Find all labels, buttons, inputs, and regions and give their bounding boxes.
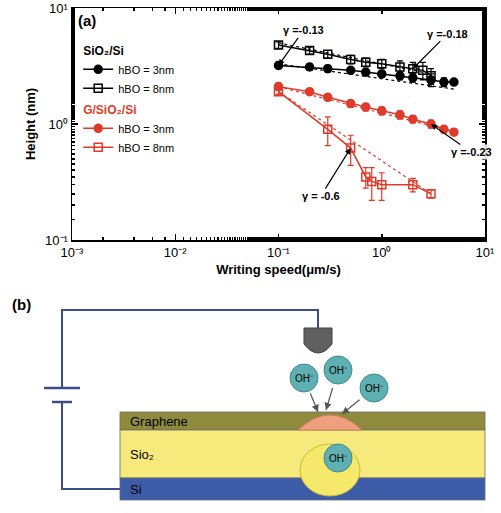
svg-text:OH⁻: OH⁻ xyxy=(329,365,348,376)
svg-text:Writing speed(μm/s): Writing speed(μm/s) xyxy=(216,262,341,277)
svg-text:Graphene: Graphene xyxy=(130,414,188,429)
svg-text:γ =-0.13: γ =-0.13 xyxy=(283,24,324,36)
svg-text:Height (nm): Height (nm) xyxy=(23,88,38,160)
svg-text:Si: Si xyxy=(130,482,142,497)
svg-text:10⁻¹: 10⁻¹ xyxy=(267,245,290,260)
svg-text:OH⁻: OH⁻ xyxy=(295,373,314,384)
svg-text:10⁻²: 10⁻² xyxy=(164,245,187,260)
svg-text:γ =-0.18: γ =-0.18 xyxy=(427,28,468,40)
svg-text:hBO = 3nm: hBO = 3nm xyxy=(118,64,174,76)
svg-text:10¹: 10¹ xyxy=(476,245,495,260)
svg-text:(b): (b) xyxy=(12,296,31,313)
svg-text:γ = -0.6: γ = -0.6 xyxy=(302,190,340,202)
svg-text:hBO = 3nm: hBO = 3nm xyxy=(118,123,174,135)
svg-text:SiO₂/Si: SiO₂/Si xyxy=(83,44,124,58)
svg-text:Sio₂: Sio₂ xyxy=(130,447,154,462)
svg-text:10⁰: 10⁰ xyxy=(372,245,391,260)
svg-text:OH⁻: OH⁻ xyxy=(329,453,348,464)
svg-text:OH⁻: OH⁻ xyxy=(365,383,384,394)
svg-text:(a): (a) xyxy=(78,12,96,29)
svg-text:hBO = 8nm: hBO = 8nm xyxy=(118,83,174,95)
svg-text:γ =-0.23: γ =-0.23 xyxy=(451,146,492,158)
svg-text:10¹: 10¹ xyxy=(49,1,68,16)
svg-text:G/SiO₂/Si: G/SiO₂/Si xyxy=(83,103,136,117)
svg-text:10⁻¹: 10⁻¹ xyxy=(45,233,68,248)
svg-text:10⁻³: 10⁻³ xyxy=(61,245,84,260)
svg-text:hBO = 8nm: hBO = 8nm xyxy=(118,142,174,154)
svg-text:10⁰: 10⁰ xyxy=(48,117,67,132)
